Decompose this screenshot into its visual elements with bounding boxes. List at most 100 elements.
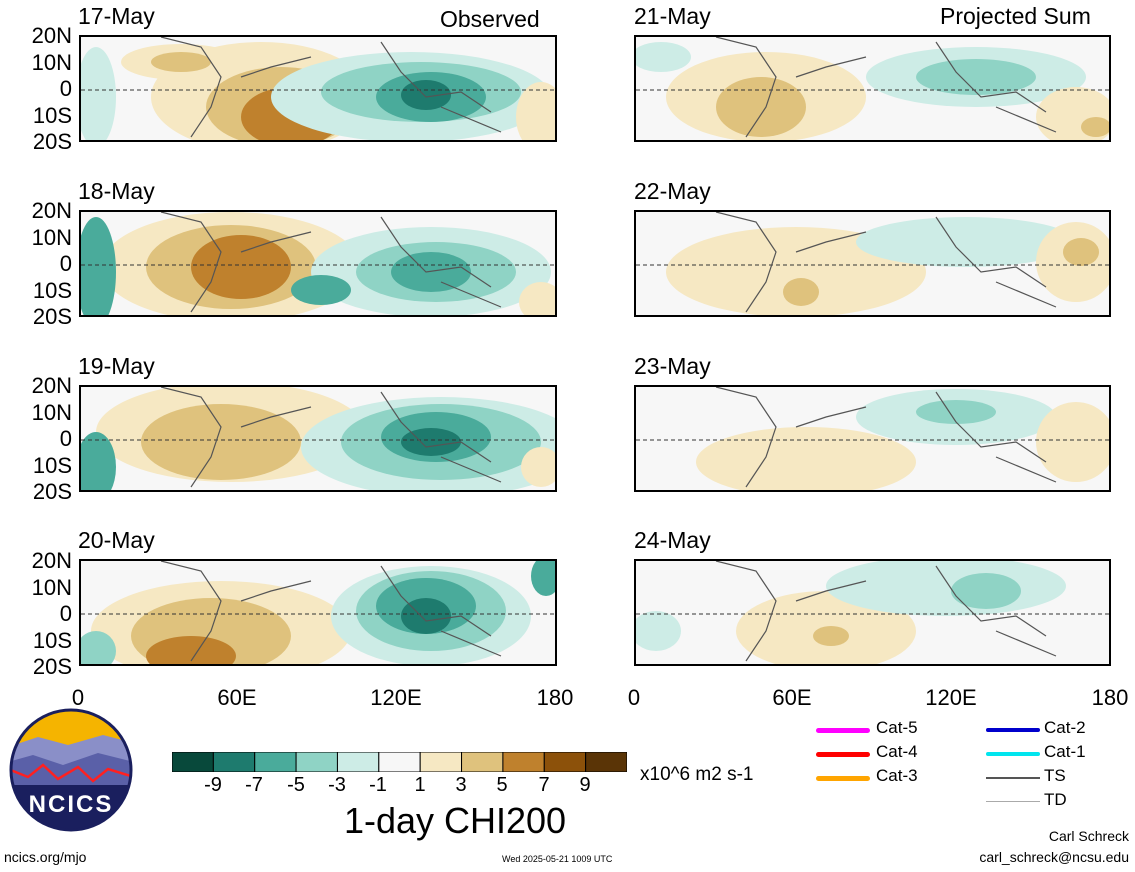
lat-label: 10S (32, 103, 72, 128)
date-label: 19-May (78, 353, 155, 379)
lon-label: 0 (71, 685, 85, 710)
date-label: 17-May (78, 3, 155, 29)
chi200-map (81, 37, 555, 140)
colorbar-tick: -1 (369, 774, 387, 796)
chi200-map (81, 212, 555, 315)
lon-label: 60E (217, 685, 257, 710)
date-label: 23-May (634, 353, 711, 379)
footer-author: Carl Schreck (1048, 828, 1129, 844)
colorbar-swatch (212, 751, 256, 773)
lat-label: 20S (32, 479, 72, 504)
map-panel-observed-18may (79, 210, 557, 317)
lat-label: 10S (32, 278, 72, 303)
legend-line (816, 752, 870, 757)
legend-line (816, 728, 870, 733)
lon-label: 0 (627, 685, 641, 710)
colorbar-tick: 3 (455, 774, 467, 796)
lat-axis-row1: 20N 10N 0 10S 20S (0, 23, 72, 154)
projected-header: Projected Sum (940, 3, 1091, 29)
date-label: 22-May (634, 178, 711, 204)
lon-label: 120E (370, 685, 422, 710)
footer-timestamp: Wed 2025-05-21 1009 UTC (502, 854, 613, 864)
lon-label: 120E (925, 685, 977, 710)
colorbar-tick: 1 (414, 774, 426, 796)
colorbar-tick: 7 (538, 774, 550, 796)
colorbar-swatch (295, 751, 338, 773)
colorbar-tick: -5 (287, 774, 305, 796)
colorbar-swatch (585, 751, 628, 773)
lat-label: 20S (32, 304, 72, 329)
footer-url: ncics.org/mjo (4, 849, 87, 865)
colorbar-title: 1-day CHI200 (343, 800, 567, 841)
date-label: 21-May (634, 3, 711, 29)
legend-label: Cat-5 (876, 718, 918, 737)
lat-label: 10N (31, 50, 72, 75)
date-label: 20-May (78, 527, 155, 553)
legend-line (816, 776, 870, 781)
legend-label: Cat-3 (876, 766, 918, 785)
lat-label: 10S (32, 453, 72, 478)
chi200-map (636, 387, 1109, 490)
lat-label: 20S (32, 129, 72, 154)
lat-label: 20N (31, 198, 72, 223)
colorbar-swatch (543, 751, 587, 773)
lat-label: 20S (32, 654, 72, 679)
legend-line (986, 752, 1040, 756)
legend-label: Cat-4 (876, 742, 918, 761)
map-panel-projected-22may (634, 210, 1111, 317)
lat-label: 10N (31, 400, 72, 425)
colorbar-tick: 5 (496, 774, 508, 796)
colorbar-tick: -9 (204, 774, 222, 796)
lat-label: 10S (32, 628, 72, 653)
colorbar-tick: -3 (328, 774, 346, 796)
lat-label: 20N (31, 23, 72, 48)
observed-header: Observed (440, 6, 540, 32)
legend-label: Cat-2 (1044, 718, 1086, 737)
ncics-logo: NCICS (8, 707, 134, 833)
date-label: 24-May (634, 527, 711, 553)
lat-axis-row3: 20N 10N 0 10S 20S (0, 373, 72, 504)
lat-label: 10N (31, 575, 72, 600)
legend-line (986, 777, 1040, 779)
ncics-logo-graphic (9, 708, 133, 832)
footer-email: carl_schreck@ncsu.edu (979, 849, 1129, 865)
lat-label: 20N (31, 373, 72, 398)
colorbar-swatch (502, 751, 545, 773)
lon-label: 180 (1091, 685, 1129, 710)
colorbar-units: x10^6 m2 s-1 (640, 764, 754, 785)
lat-label: 0 (59, 426, 72, 451)
legend-line (986, 801, 1040, 802)
date-label: 18-May (78, 178, 155, 204)
lat-label: 0 (59, 251, 72, 276)
lat-label: 0 (59, 601, 72, 626)
lon-label: 180 (536, 685, 574, 710)
colorbar-swatches (171, 751, 628, 773)
lat-label: 10N (31, 225, 72, 250)
colorbar (171, 751, 628, 773)
legend-label: TD (1044, 790, 1067, 809)
lon-label: 60E (772, 685, 812, 710)
colorbar-swatch (461, 751, 504, 773)
legend-label: TS (1044, 766, 1066, 785)
colorbar-swatch (336, 751, 380, 773)
colorbar-swatch (378, 751, 421, 773)
lat-label: 0 (59, 76, 72, 101)
colorbar-ticks: -9 -7 -5 -3 -1 1 3 5 7 9 (172, 774, 627, 798)
colorbar-tick: -7 (245, 774, 263, 796)
colorbar-tick: 9 (579, 774, 591, 796)
map-panel-projected-24may (634, 559, 1111, 666)
map-panel-projected-23may (634, 385, 1111, 492)
lat-axis-row4: 20N 10N 0 10S 20S (0, 548, 72, 679)
chi200-map (636, 212, 1109, 315)
map-panel-observed-19may (79, 385, 557, 492)
lat-axis-row2: 20N 10N 0 10S 20S (0, 198, 72, 329)
lat-label: 20N (31, 548, 72, 573)
chi200-map (81, 387, 555, 490)
colorbar-swatch (254, 751, 297, 773)
legend-label: Cat-1 (1044, 742, 1086, 761)
map-panel-projected-21may (634, 35, 1111, 142)
chi200-map (81, 561, 555, 664)
map-panel-observed-17may (79, 35, 557, 142)
legend-line (986, 728, 1040, 732)
colorbar-swatch (171, 751, 214, 773)
